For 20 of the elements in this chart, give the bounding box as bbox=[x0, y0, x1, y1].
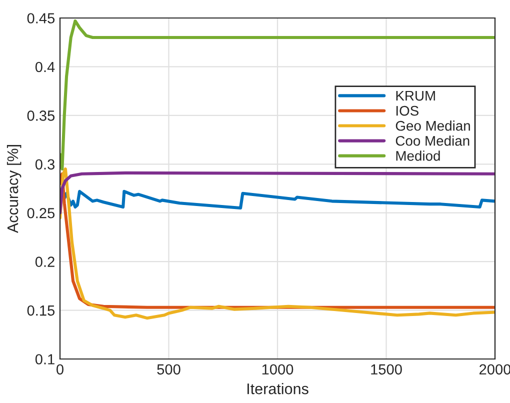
y-tick-label: 0.3 bbox=[35, 159, 54, 170]
y-tick-label: 0.4 bbox=[35, 62, 55, 72]
x-tick-label: 1500 bbox=[371, 364, 402, 375]
y-tick-label: 0.15 bbox=[27, 305, 55, 316]
legend-label: IOS bbox=[396, 106, 418, 116]
legend-label: Geo Median bbox=[396, 120, 470, 131]
line-series bbox=[60, 171, 495, 214]
y-tick-label: 0.25 bbox=[27, 208, 55, 218]
y-tick-label: 0.2 bbox=[35, 256, 54, 267]
x-tick-label: 0 bbox=[56, 364, 64, 375]
legend-label: Coo Median bbox=[396, 136, 470, 146]
legend-label: Mediod bbox=[396, 150, 440, 161]
y-tick-label: 0.35 bbox=[27, 110, 55, 121]
x-axis-title: Iterations bbox=[247, 383, 308, 394]
x-tick-label: 1000 bbox=[262, 364, 294, 375]
legend-label: KRUM bbox=[396, 91, 435, 101]
y-axis-title: Accuracy [%] bbox=[6, 145, 22, 234]
x-tick-label: 500 bbox=[157, 364, 180, 375]
y-tick-label: 0.45 bbox=[27, 13, 55, 24]
y-tick-label: 0.1 bbox=[35, 354, 54, 364]
